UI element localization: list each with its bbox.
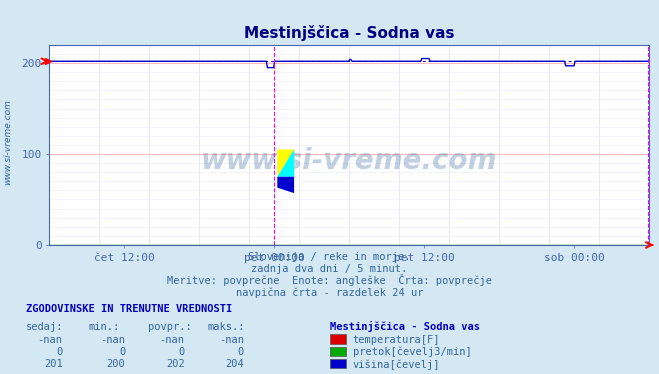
Text: Meritve: povprečne  Enote: angleške  Črta: povprečje: Meritve: povprečne Enote: angleške Črta:… xyxy=(167,274,492,286)
Text: 200: 200 xyxy=(107,359,125,369)
Title: Mestinjščica - Sodna vas: Mestinjščica - Sodna vas xyxy=(244,25,455,41)
Text: zadnja dva dni / 5 minut.: zadnja dva dni / 5 minut. xyxy=(251,264,408,274)
Text: maks.:: maks.: xyxy=(208,322,245,332)
Text: -nan: -nan xyxy=(100,335,125,344)
Text: višina[čevelj]: višina[čevelj] xyxy=(353,359,440,370)
Text: -nan: -nan xyxy=(38,335,63,344)
Text: 0: 0 xyxy=(119,347,125,357)
Text: www.si-vreme.com: www.si-vreme.com xyxy=(201,147,498,175)
Text: min.:: min.: xyxy=(89,322,120,332)
Text: ZGODOVINSKE IN TRENUTNE VREDNOSTI: ZGODOVINSKE IN TRENUTNE VREDNOSTI xyxy=(26,304,233,314)
Text: -nan: -nan xyxy=(219,335,244,344)
Text: 0: 0 xyxy=(57,347,63,357)
Text: 204: 204 xyxy=(225,359,244,369)
Text: navpična črta - razdelek 24 ur: navpična črta - razdelek 24 ur xyxy=(236,288,423,298)
Text: temperatura[F]: temperatura[F] xyxy=(353,335,440,344)
Text: -nan: -nan xyxy=(159,335,185,344)
Text: www.si-vreme.com: www.si-vreme.com xyxy=(3,99,13,185)
Text: 201: 201 xyxy=(44,359,63,369)
Text: pretok[čevelj3/min]: pretok[čevelj3/min] xyxy=(353,347,471,357)
Text: Slovenija / reke in morje.: Slovenija / reke in morje. xyxy=(248,252,411,262)
Text: sedaj:: sedaj: xyxy=(26,322,64,332)
Polygon shape xyxy=(277,177,294,193)
Polygon shape xyxy=(277,150,294,177)
Text: Mestinjščica - Sodna vas: Mestinjščica - Sodna vas xyxy=(330,321,480,332)
Polygon shape xyxy=(277,150,294,177)
Text: 0: 0 xyxy=(238,347,244,357)
Text: povpr.:: povpr.: xyxy=(148,322,192,332)
Text: 0: 0 xyxy=(179,347,185,357)
Text: 202: 202 xyxy=(166,359,185,369)
